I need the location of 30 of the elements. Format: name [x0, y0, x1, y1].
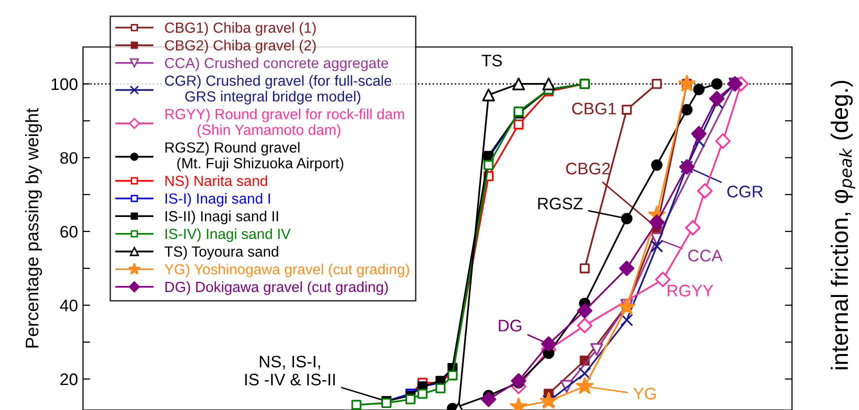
legend-label: TS) Toyoura sand: [164, 246, 278, 260]
legend-label: CGR) Crushed gravel (for full-scale GRS integral bridge model): [164, 75, 392, 104]
legend-label: YG) Yoshinogawa gravel (cut grading): [164, 264, 409, 278]
annotation: RGYY: [668, 284, 714, 296]
y-tick-label: 60: [60, 226, 78, 238]
legend-label: DG) Dokigawa gravel (cut grading): [165, 281, 388, 295]
annotation: NS, IS-I, IS -IV & IS-II: [245, 356, 335, 386]
legend-label: IS-II) Inagi sand II: [166, 210, 278, 224]
y-tick-label: 80: [60, 152, 78, 164]
annotation: RGSZ: [538, 198, 583, 210]
legend-label: RGYY) Round gravel for rock-fill dam (Shin Yamamoto dam): [165, 108, 404, 138]
y-tick-label: 40: [60, 300, 78, 312]
legend-label: CBG2) Chiba gravel (2): [164, 40, 316, 54]
y-tick-label: 100: [52, 78, 78, 90]
annotation: DG: [498, 320, 522, 332]
annotation: CCA: [688, 250, 723, 262]
annotation: CGR: [727, 186, 763, 198]
annotation: TS: [482, 54, 502, 66]
text: internal friction, φ$_{peak}$ (deg.): [830, 80, 856, 370]
annotation: YG: [633, 388, 656, 400]
legend-label: IS-IV) Inagi sand IV: [166, 228, 291, 242]
annotation: CBG2: [566, 162, 610, 174]
y-axis-title: Percentage passing by weight: [25, 108, 42, 348]
legend-label: CCA) Crushed concrete aggregate: [164, 57, 388, 72]
annotation: CBG1: [572, 102, 616, 114]
y-tick-label: 20: [60, 373, 78, 386]
legend-label: NS) Narita sand: [165, 175, 268, 189]
legend-label: IS-I) Inagi sand I: [166, 192, 270, 207]
legend-label: CBG1) Chiba gravel (1): [164, 22, 316, 36]
legend-label: RGSZ) Round gravel (Mt. Fuji Shizuoka Airport): [165, 142, 344, 172]
